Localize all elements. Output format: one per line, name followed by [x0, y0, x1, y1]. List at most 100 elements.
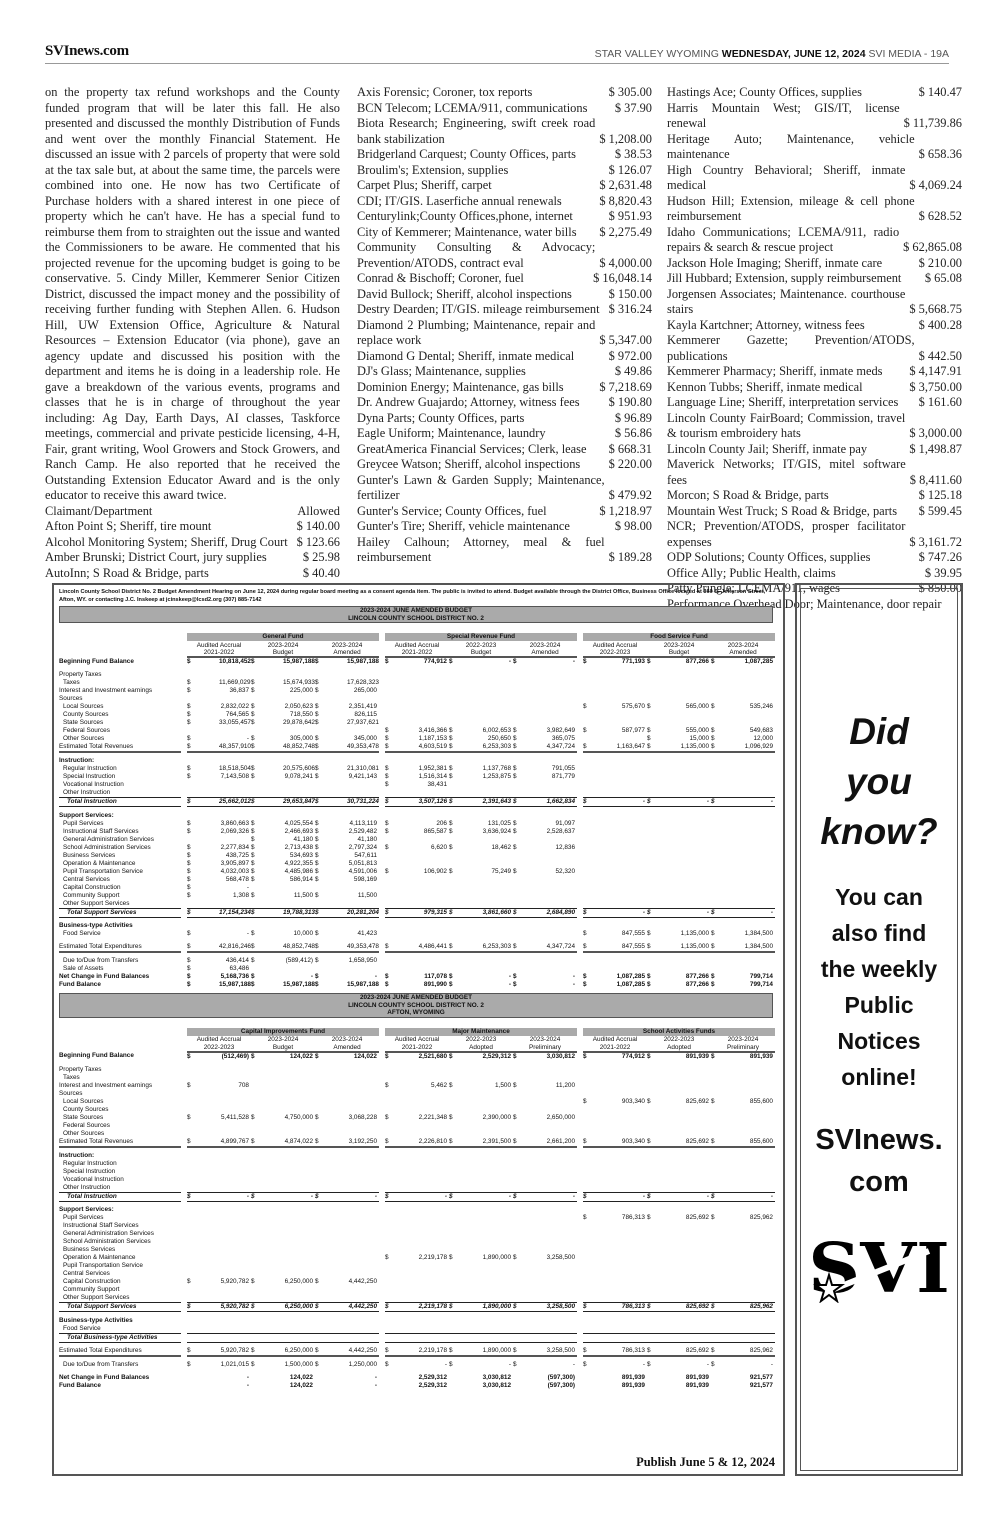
cell-value — [743, 965, 775, 973]
cell-value: 1,137,768 — [482, 765, 511, 772]
cell-value — [615, 1082, 647, 1090]
cell-value — [679, 1325, 711, 1334]
currency-sign: $ — [583, 973, 587, 980]
cell-value: 3,258,500 — [546, 1254, 575, 1261]
claim-item: Hudson Hill; Extension, mileage & cell p… — [667, 194, 962, 225]
claims-list: Hastings Ace; County Offices, supplies $ … — [667, 85, 962, 612]
currency-sign — [187, 836, 219, 844]
table-row: Food Service — [59, 1325, 775, 1334]
currency-sign — [583, 1254, 615, 1262]
currency-sign — [583, 765, 615, 773]
cell-value: 117,078 — [424, 973, 447, 980]
cell-value — [417, 836, 449, 844]
cell-value — [219, 1122, 251, 1130]
cell-value — [679, 1294, 711, 1303]
column-header: Audited Accrual — [592, 1036, 638, 1043]
cell-value — [743, 1254, 775, 1262]
row-label: Business-type Activities — [59, 922, 133, 929]
cell-value — [347, 1168, 379, 1176]
currency-sign — [385, 1246, 417, 1254]
currency-sign — [647, 836, 679, 844]
currency-sign — [513, 781, 545, 789]
currency-sign: $ — [513, 1137, 545, 1148]
claim-item: Heritage Auto; Maintenance, vehicle main… — [667, 132, 962, 163]
currency-sign — [711, 1294, 743, 1303]
currency-sign: $ — [711, 981, 715, 988]
currency-sign — [187, 727, 219, 735]
currency-sign: $ — [711, 943, 743, 953]
cell-value — [481, 812, 513, 820]
cell-value: 865,587 — [423, 827, 447, 835]
cell-value — [743, 1286, 775, 1294]
currency-sign: $ — [251, 851, 255, 859]
currency-sign: $ — [449, 843, 453, 851]
cell-value: - — [508, 658, 511, 665]
fund-title: Food Service Fund — [583, 633, 775, 641]
currency-sign: $ — [187, 1113, 191, 1121]
cell-value — [743, 836, 775, 844]
cell-value: 1,662,834 — [545, 797, 577, 807]
currency-sign: $ — [449, 1347, 481, 1357]
table-row: Fund Balance -124,022-2,529,312 3,030,812(… — [59, 1382, 775, 1390]
claimant: Afton Point S; Sheriff, tire mount — [45, 519, 212, 533]
table-row: Other Instruction — [59, 1184, 775, 1193]
cell-value: - — [615, 1191, 647, 1202]
ad-url[interactable]: SVInews. com — [801, 1119, 957, 1203]
cell-value: 265,000 — [353, 687, 377, 694]
currency-sign — [711, 679, 743, 687]
cell-value: 75,249 — [491, 867, 511, 875]
cell-value — [481, 884, 513, 892]
cell-value — [347, 789, 379, 798]
currency-sign: $ — [583, 1137, 615, 1148]
currency-sign — [711, 860, 743, 868]
currency-sign — [711, 719, 743, 727]
cell-value — [545, 679, 577, 687]
cell-value: 42,816,246 — [219, 943, 251, 953]
claimant: Heritage Auto; Maintenance, vehicle main… — [667, 131, 915, 162]
cell-value — [615, 687, 647, 695]
row-label: Instructional Staff Services — [63, 1222, 139, 1229]
currency-sign — [513, 892, 545, 900]
cell-value: 4,874,022 — [283, 1137, 315, 1148]
cell-value — [417, 1278, 449, 1286]
currency-sign — [583, 687, 615, 695]
currency-sign: $ — [385, 1254, 389, 1261]
cell-value — [219, 695, 251, 703]
cell-value: 1,135,000 — [679, 743, 711, 753]
cell-value — [417, 679, 449, 687]
table-row: Vocational Instruction — [59, 1176, 775, 1184]
currency-sign — [711, 1152, 743, 1160]
amount: $ 40.40 — [302, 565, 340, 580]
cell-value: (589,412) — [285, 957, 313, 964]
currency-sign — [449, 679, 481, 687]
currency-sign — [647, 1382, 679, 1390]
claimant: Greycee Watson; Sheriff, alcohol inspect… — [357, 457, 581, 471]
cell-value: 2,521,680 — [418, 1052, 447, 1060]
cell-value — [545, 1332, 577, 1343]
currency-sign — [647, 884, 679, 892]
claimant: DJ's Glass; Maintenance, supplies — [357, 364, 526, 378]
cell-value — [545, 789, 577, 798]
currency-sign — [187, 1176, 219, 1184]
cell-value — [679, 892, 711, 900]
currency-sign: $ — [187, 735, 191, 742]
claimant: Hudson Hill; Extension, mileage & cell p… — [667, 193, 915, 224]
cell-value — [283, 1152, 315, 1160]
table-row: Taxes $11,669,029 $15,674,933 $17,628,323 — [59, 679, 775, 687]
currency-sign — [647, 1374, 679, 1382]
cell-value: (597,300) — [547, 1382, 575, 1389]
currency-sign — [711, 1278, 743, 1286]
table-row: Instruction: — [59, 757, 775, 765]
cell-value — [417, 1074, 449, 1082]
cell-value: 25,662,012 — [219, 797, 251, 807]
currency-sign — [187, 1160, 219, 1168]
currency-sign — [711, 1325, 743, 1334]
cell-value: - — [679, 797, 711, 807]
row-label: Other Support Services — [63, 899, 130, 907]
cell-value: 921,577 — [749, 1382, 773, 1389]
currency-sign — [385, 900, 417, 909]
dateline-location: STAR VALLEY WYOMING — [594, 48, 719, 60]
cell-value: 891,939 — [621, 1374, 645, 1381]
cell-value — [481, 900, 513, 909]
cell-value — [679, 765, 711, 773]
